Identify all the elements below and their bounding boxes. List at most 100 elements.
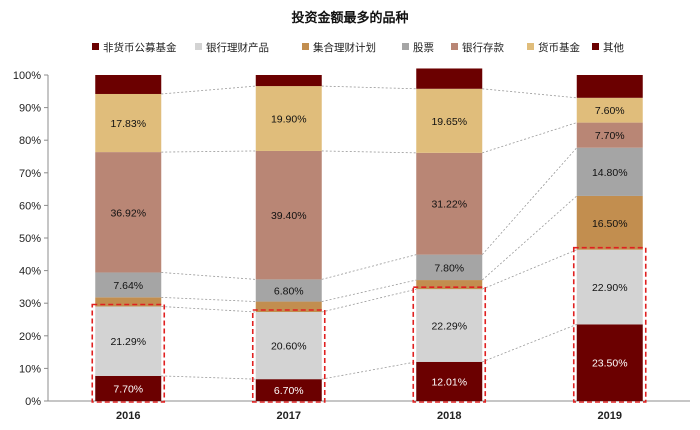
bar-segment — [416, 152, 483, 255]
y-tick-label: 80% — [19, 135, 41, 147]
connector-line — [321, 288, 417, 313]
data-label: 7.80% — [434, 262, 464, 274]
bars — [95, 68, 643, 401]
y-tick-label: 60% — [19, 200, 41, 212]
data-label: 20.60% — [271, 341, 307, 353]
chart-title: 投资金额最多的品种 — [291, 10, 408, 26]
bar-segment — [255, 279, 322, 302]
data-label: 19.90% — [271, 114, 307, 126]
bar-segment — [576, 249, 643, 325]
connector-line — [321, 279, 417, 302]
legend-label: 银行理财产品 — [206, 41, 269, 54]
y-tick-label: 0% — [25, 396, 41, 408]
data-label: 6.70% — [274, 385, 304, 397]
legend-swatch — [195, 43, 202, 50]
bar-segment — [95, 93, 162, 153]
x-tick-label: 2019 — [598, 410, 622, 422]
bar-segment — [576, 195, 643, 250]
bar-segment — [255, 301, 322, 313]
bar-segment — [95, 306, 162, 376]
bar-segment — [95, 75, 162, 94]
data-label: 39.40% — [271, 210, 307, 222]
y-tick-label: 40% — [19, 266, 41, 278]
connector-line — [321, 254, 417, 280]
legend-swatch — [592, 43, 599, 50]
data-label: 6.80% — [274, 285, 304, 297]
bar-segment — [255, 75, 322, 87]
bar-segment — [416, 361, 483, 401]
bar-segment — [255, 150, 322, 280]
highlight-box — [572, 246, 647, 403]
bar-segment — [255, 86, 322, 151]
data-label: 22.29% — [431, 321, 467, 333]
data-label: 7.70% — [113, 383, 143, 395]
connector-line — [481, 195, 578, 281]
connector-line — [321, 150, 417, 154]
y-tick-label: 20% — [19, 331, 41, 343]
legend-swatch — [402, 43, 409, 50]
legend-swatch — [451, 43, 458, 50]
connector-line — [161, 306, 256, 313]
bar-segment — [576, 324, 643, 401]
bar-segment — [416, 280, 483, 290]
highlight-box — [91, 303, 166, 403]
legend: 非货币公募基金 银行理财产品 集合理财计划 股票 银行存款 货币基金 其他 — [92, 41, 624, 54]
connector-line — [482, 88, 577, 99]
highlight-box — [251, 309, 326, 403]
bar-segment — [95, 272, 162, 298]
bar-segment — [95, 297, 162, 307]
bar-segment — [95, 375, 162, 401]
connector-line — [482, 324, 577, 363]
data-label: 7.64% — [113, 280, 143, 292]
connector-line — [481, 147, 578, 255]
bar-segment — [416, 68, 483, 89]
y-tick-label: 10% — [19, 363, 41, 375]
bar-segment — [576, 97, 643, 123]
bar-segment — [255, 379, 322, 401]
connector-line — [161, 272, 256, 280]
y-tick-label: 70% — [19, 168, 41, 180]
bar-segment — [576, 147, 643, 196]
data-label: 16.50% — [592, 218, 628, 230]
bar-segment — [576, 75, 643, 98]
data-label: 7.60% — [595, 105, 625, 117]
legend-label: 货币基金 — [538, 41, 580, 54]
data-label: 22.90% — [592, 282, 628, 294]
y-tick-label: 30% — [19, 298, 41, 310]
x-tick-label: 2017 — [277, 410, 301, 422]
bar-segment — [255, 312, 322, 380]
data-label: 36.92% — [110, 207, 146, 219]
data-labels: 7.70% 21.29% 7.64% 36.92% 17.83% 6.70% 20.60% 6… — [110, 105, 627, 397]
x-tick-label: 2016 — [116, 410, 140, 422]
connector-line — [161, 85, 256, 95]
legend-label: 银行存款 — [462, 41, 504, 54]
x-axis: 2016 2017 2018 2019 — [48, 400, 690, 422]
data-label: 19.65% — [431, 116, 467, 128]
y-axis: 0% 10% 20% 30% 40% 50% 60% 70% 80% 90% 100% — [13, 70, 49, 408]
legend-swatch — [92, 43, 99, 50]
data-label: 23.50% — [592, 358, 628, 370]
bar-segment — [416, 289, 483, 362]
data-label: 12.01% — [431, 376, 467, 388]
data-label: 7.70% — [595, 130, 625, 142]
data-label: 17.83% — [110, 118, 146, 130]
data-label: 14.80% — [592, 167, 628, 179]
legend-label: 其他 — [603, 41, 624, 54]
connector-lines — [161, 85, 578, 380]
connector-line — [161, 296, 256, 302]
legend-swatch — [527, 43, 534, 50]
connector-line — [321, 361, 417, 380]
bar-segment — [95, 152, 162, 273]
highlight-boxes — [91, 246, 647, 403]
legend-swatch — [302, 43, 309, 50]
connector-line — [161, 150, 256, 153]
legend-label: 股票 — [413, 42, 434, 54]
data-label: 31.22% — [431, 199, 467, 211]
data-label: 21.29% — [110, 336, 146, 348]
y-tick-label: 50% — [19, 233, 41, 245]
legend-label: 集合理财计划 — [313, 41, 376, 54]
x-tick-label: 2018 — [437, 410, 461, 422]
connector-line — [482, 122, 577, 154]
y-tick-label: 100% — [13, 70, 41, 82]
